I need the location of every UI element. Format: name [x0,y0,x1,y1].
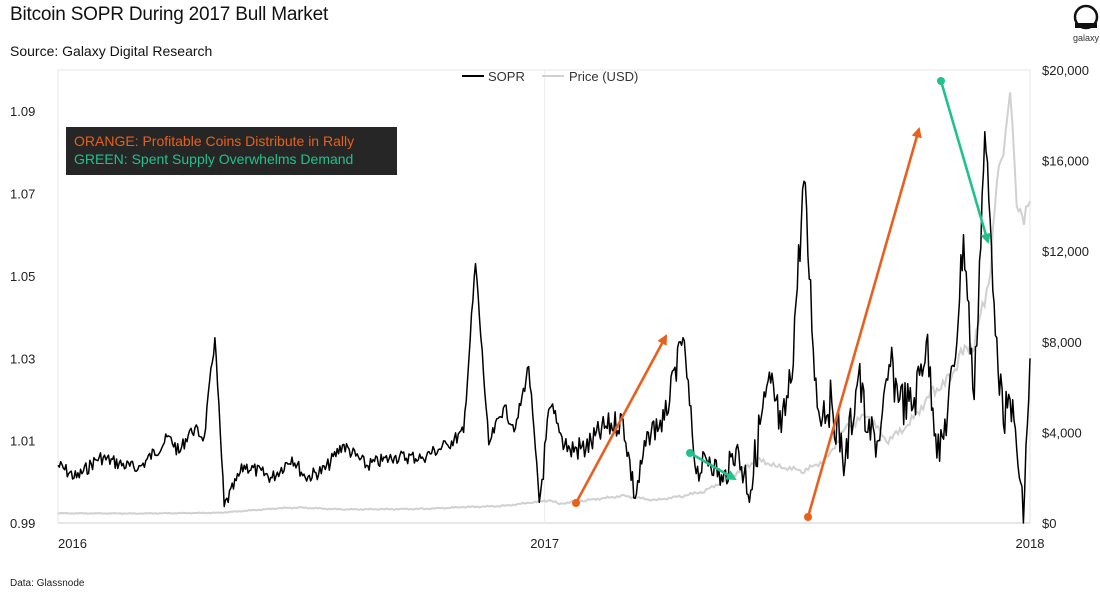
green-arrow-2-start-dot [937,77,945,85]
left-tick-label: 1.01 [10,434,35,449]
chart-title: Bitcoin SOPR During 2017 Bull Market [10,4,329,25]
logo-text: galaxy [1072,33,1099,43]
green-arrow-1-start-dot [686,449,694,457]
left-tick-label: 0.99 [10,516,35,531]
right-tick-label: $8,000 [1042,335,1082,350]
price-line [58,92,1031,515]
annotation-green: GREEN: Spent Supply Overwhelms Demand [74,151,353,167]
right-tick-label: $4,000 [1042,425,1082,440]
x-tick-label: 2017 [530,536,559,551]
x-tick-label: 2018 [1016,536,1045,551]
annotation-orange: ORANGE: Profitable Coins Distribute in R… [74,133,354,149]
right-tick-label: $0 [1042,516,1056,531]
left-tick-label: 1.07 [10,187,35,202]
left-tick-label: 1.05 [10,269,35,284]
sopr-line [57,131,1031,524]
sopr-series [57,131,1031,524]
galaxy-logo-icon [1073,4,1099,30]
plot-frame [57,69,1031,524]
left-tick-label: 1.03 [10,351,35,366]
legend-label-price: Price (USD) [569,69,638,84]
right-tick-label: $20,000 [1042,63,1089,78]
orange-arrow-2 [806,127,922,518]
green-arrow-2 [939,80,991,244]
right-tick-label: $12,000 [1042,244,1089,259]
left-tick-label: 1.09 [10,104,35,119]
orange-arrow-1 [574,334,668,504]
annotation-background [66,127,397,175]
orange-arrow-1-start-dot [572,499,580,507]
orange-arrow-2-start-dot [804,513,812,521]
right-tick-label: $16,000 [1042,154,1089,169]
legend-label-sopr: SOPR [488,69,525,84]
x-tick-label: 2016 [58,536,87,551]
chart-subtitle: Source: Galaxy Digital Research [10,43,213,59]
axis-ticks: 0.99 1.01 1.03 1.05 1.07 1.09 $0 $4,000 $8,000 $1… [10,63,1089,551]
price-series [58,92,1031,515]
arrows-layer [572,77,991,521]
galaxy-logo: galaxy [1068,2,1100,43]
annotation-box: ORANGE: Profitable Coins Distribute in R… [66,127,397,175]
data-source-note: Data: Glassnode [10,578,85,589]
green-arrow-1 [689,451,737,481]
legend: SOPR Price (USD) [462,69,638,84]
